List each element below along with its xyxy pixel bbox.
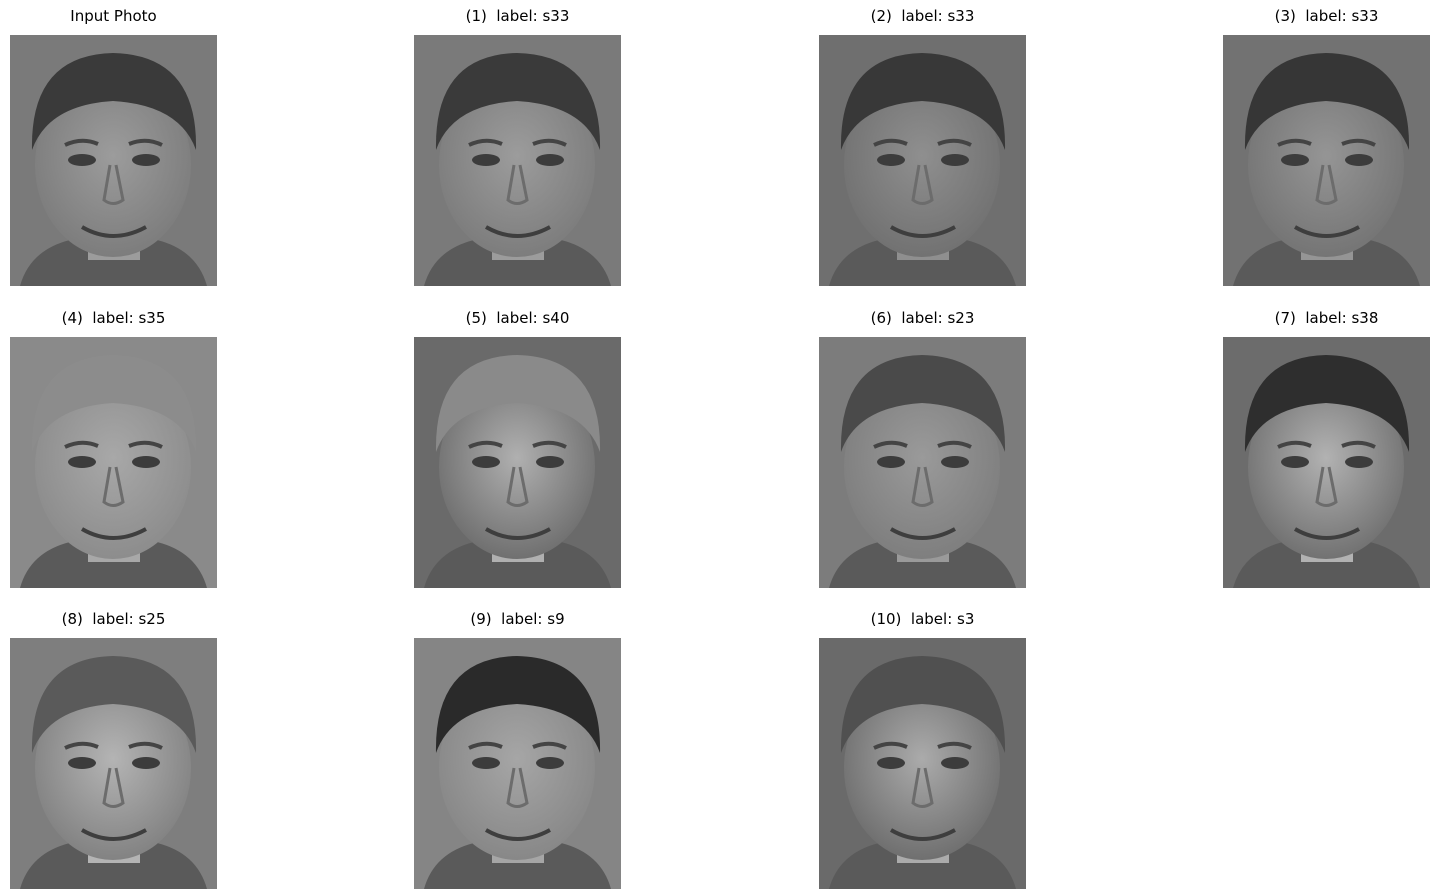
result-panel: (6) label: s23: [819, 307, 1026, 588]
panel-title: (5) label: s40: [465, 309, 570, 327]
result-panel: (7) label: s38: [1223, 307, 1430, 588]
face-photo: [414, 35, 621, 286]
face-photo: [414, 337, 621, 588]
panel-title: (8) label: s25: [61, 610, 166, 628]
result-panel: (9) label: s9: [414, 608, 621, 889]
panel-title: (3) label: s33: [1274, 7, 1379, 25]
face-photo: [414, 638, 621, 889]
result-panel: Input Photo: [10, 5, 217, 286]
panel-title: (2) label: s33: [870, 7, 975, 25]
panel-title: (10) label: s3: [870, 610, 975, 628]
result-panel: (10) label: s3: [819, 608, 1026, 889]
face-photo: [819, 638, 1026, 889]
panel-title: Input Photo: [70, 7, 157, 25]
face-photo: [10, 638, 217, 889]
result-panel: (8) label: s25: [10, 608, 217, 889]
face-photo: [10, 35, 217, 286]
panel-title: (9) label: s9: [470, 610, 565, 628]
panel-title: (7) label: s38: [1274, 309, 1379, 327]
panel-title: (1) label: s33: [465, 7, 570, 25]
face-photo: [819, 35, 1026, 286]
result-panel: (1) label: s33: [414, 5, 621, 286]
result-panel: (3) label: s33: [1223, 5, 1430, 286]
panel-title: (4) label: s35: [61, 309, 166, 327]
face-photo: [1223, 35, 1430, 286]
result-panel: (4) label: s35: [10, 307, 217, 588]
panel-title: (6) label: s23: [870, 309, 975, 327]
face-photo: [819, 337, 1026, 588]
result-panel: (5) label: s40: [414, 307, 621, 588]
result-panel: (2) label: s33: [819, 5, 1026, 286]
face-photo: [10, 337, 217, 588]
face-photo: [1223, 337, 1430, 588]
